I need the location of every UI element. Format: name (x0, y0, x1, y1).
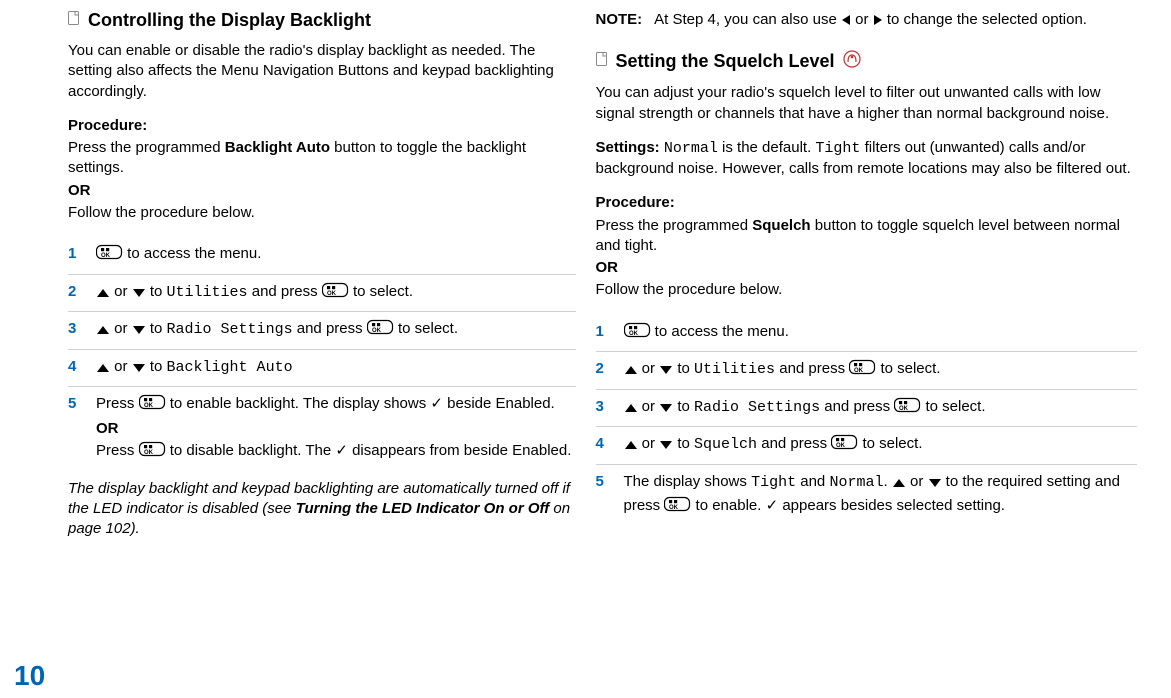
or-label: OR (596, 258, 1138, 278)
page: Controlling the Display Backlight You ca… (0, 0, 1171, 698)
step-body: or to Utilities and press to select. (96, 281, 576, 306)
up-arrow-icon (96, 358, 110, 381)
columns: Controlling the Display Backlight You ca… (0, 10, 1171, 650)
step-2: 2 or to Utilities and press to select. (68, 275, 576, 313)
step-num: 4 (68, 356, 86, 379)
ok-button-icon (664, 496, 691, 520)
ok-button-icon (831, 434, 858, 458)
step-5: 5 The display shows Tight and Normal. or… (596, 465, 1138, 526)
settings-line: Settings: Normal is the default. Tight f… (596, 138, 1138, 180)
down-arrow-icon (928, 473, 942, 496)
procedure-intro-2: Follow the procedure below. (596, 280, 1138, 300)
ok-button-icon (624, 322, 651, 346)
step-1: 1 to access the menu. (596, 315, 1138, 353)
doc-icon (68, 10, 80, 31)
intro-text: You can adjust your radio's squelch leve… (596, 83, 1138, 124)
step-num: 2 (596, 358, 614, 381)
down-arrow-icon (659, 398, 673, 421)
step-3: 3 or to Radio Settings and press to sele… (596, 390, 1138, 428)
note-label: NOTE: (596, 10, 643, 32)
step-num: 3 (596, 396, 614, 419)
title-text: Setting the Squelch Level (616, 51, 835, 72)
up-arrow-icon (96, 283, 110, 306)
step-body: or to Radio Settings and press to select… (96, 318, 576, 343)
left-column: Controlling the Display Backlight You ca… (0, 10, 586, 650)
step-num: 5 (68, 393, 86, 416)
procedure-label: Procedure: (68, 116, 576, 136)
step-body: or to Backlight Auto (96, 356, 576, 381)
note-text: At Step 4, you can also use or to change… (654, 10, 1137, 32)
step-body: to access the menu. (96, 243, 576, 268)
left-arrow-icon (841, 12, 851, 32)
ok-button-icon (849, 359, 876, 383)
up-arrow-icon (892, 473, 906, 496)
step-body: or to Radio Settings and press to select… (624, 396, 1138, 421)
closing-note: The display backlight and keypad backlig… (68, 479, 576, 540)
down-arrow-icon (132, 320, 146, 343)
down-arrow-icon (659, 435, 673, 458)
intro-text: You can enable or disable the radio's di… (68, 41, 576, 102)
step-body: The display shows Tight and Normal. or t… (624, 471, 1138, 520)
down-arrow-icon (659, 360, 673, 383)
section-title-squelch: Setting the Squelch Level (596, 50, 1138, 73)
page-number: 10 (14, 660, 45, 692)
steps-list-right: 1 to access the menu. 2 or to Utilities (596, 315, 1138, 526)
up-arrow-icon (624, 435, 638, 458)
or-label: OR (68, 181, 576, 201)
step-3: 3 or to Radio Settings and press to sele… (68, 312, 576, 350)
steps-list-left: 1 to access the menu. 2 or to Utilities (68, 237, 576, 471)
ok-button-icon (139, 441, 166, 465)
ok-button-icon (139, 394, 166, 418)
step-5: 5 Press to enable backlight. The display… (68, 387, 576, 471)
ok-button-icon (894, 397, 921, 421)
step-num: 4 (596, 433, 614, 456)
procedure-intro-1: Press the programmed Squelch button to t… (596, 216, 1138, 257)
step-2: 2 or to Utilities and press to select. (596, 352, 1138, 390)
title-text: Controlling the Display Backlight (88, 10, 371, 31)
ok-button-icon (322, 282, 349, 306)
doc-icon (596, 51, 608, 72)
step-body: or to Squelch and press to select. (624, 433, 1138, 458)
down-arrow-icon (132, 358, 146, 381)
right-arrow-icon (873, 12, 883, 32)
step-num: 3 (68, 318, 86, 341)
procedure-intro-1: Press the programmed Backlight Auto butt… (68, 138, 576, 179)
step-4: 4 or to Backlight Auto (68, 350, 576, 388)
ok-button-icon (96, 244, 123, 268)
step-body: or to Utilities and press to select. (624, 358, 1138, 383)
radio-icon (843, 50, 861, 73)
procedure-intro-2: Follow the procedure below. (68, 203, 576, 223)
step-num: 5 (596, 471, 614, 494)
step-1: 1 to access the menu. (68, 237, 576, 275)
step-4: 4 or to Squelch and press to select. (596, 427, 1138, 465)
step-num: 1 (596, 321, 614, 344)
down-arrow-icon (132, 283, 146, 306)
step-body: Press to enable backlight. The display s… (96, 393, 576, 465)
step-num: 1 (68, 243, 86, 266)
note-block: NOTE: At Step 4, you can also use or to … (596, 10, 1138, 32)
up-arrow-icon (624, 398, 638, 421)
section-title-backlight: Controlling the Display Backlight (68, 10, 576, 31)
up-arrow-icon (624, 360, 638, 383)
step-num: 2 (68, 281, 86, 304)
up-arrow-icon (96, 320, 110, 343)
procedure-label: Procedure: (596, 193, 1138, 213)
step-body: to access the menu. (624, 321, 1138, 346)
right-column: NOTE: At Step 4, you can also use or to … (586, 10, 1171, 650)
ok-button-icon (367, 319, 394, 343)
